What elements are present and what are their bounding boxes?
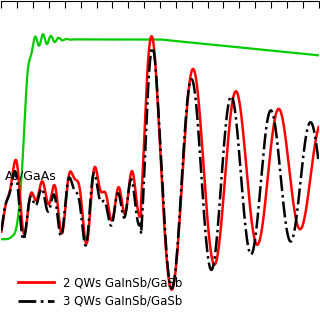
Text: As/GaAs: As/GaAs [4,169,56,182]
Legend: 2 QWs GaInSb/GaSb, 3 QWs GaInSb/GaSb: 2 QWs GaInSb/GaSb, 3 QWs GaInSb/GaSb [14,271,187,313]
